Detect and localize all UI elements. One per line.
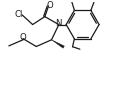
Text: Cl: Cl [14, 10, 23, 19]
Text: O: O [47, 1, 54, 10]
Polygon shape [52, 40, 64, 48]
Text: N: N [56, 19, 62, 28]
Text: O: O [20, 33, 26, 42]
